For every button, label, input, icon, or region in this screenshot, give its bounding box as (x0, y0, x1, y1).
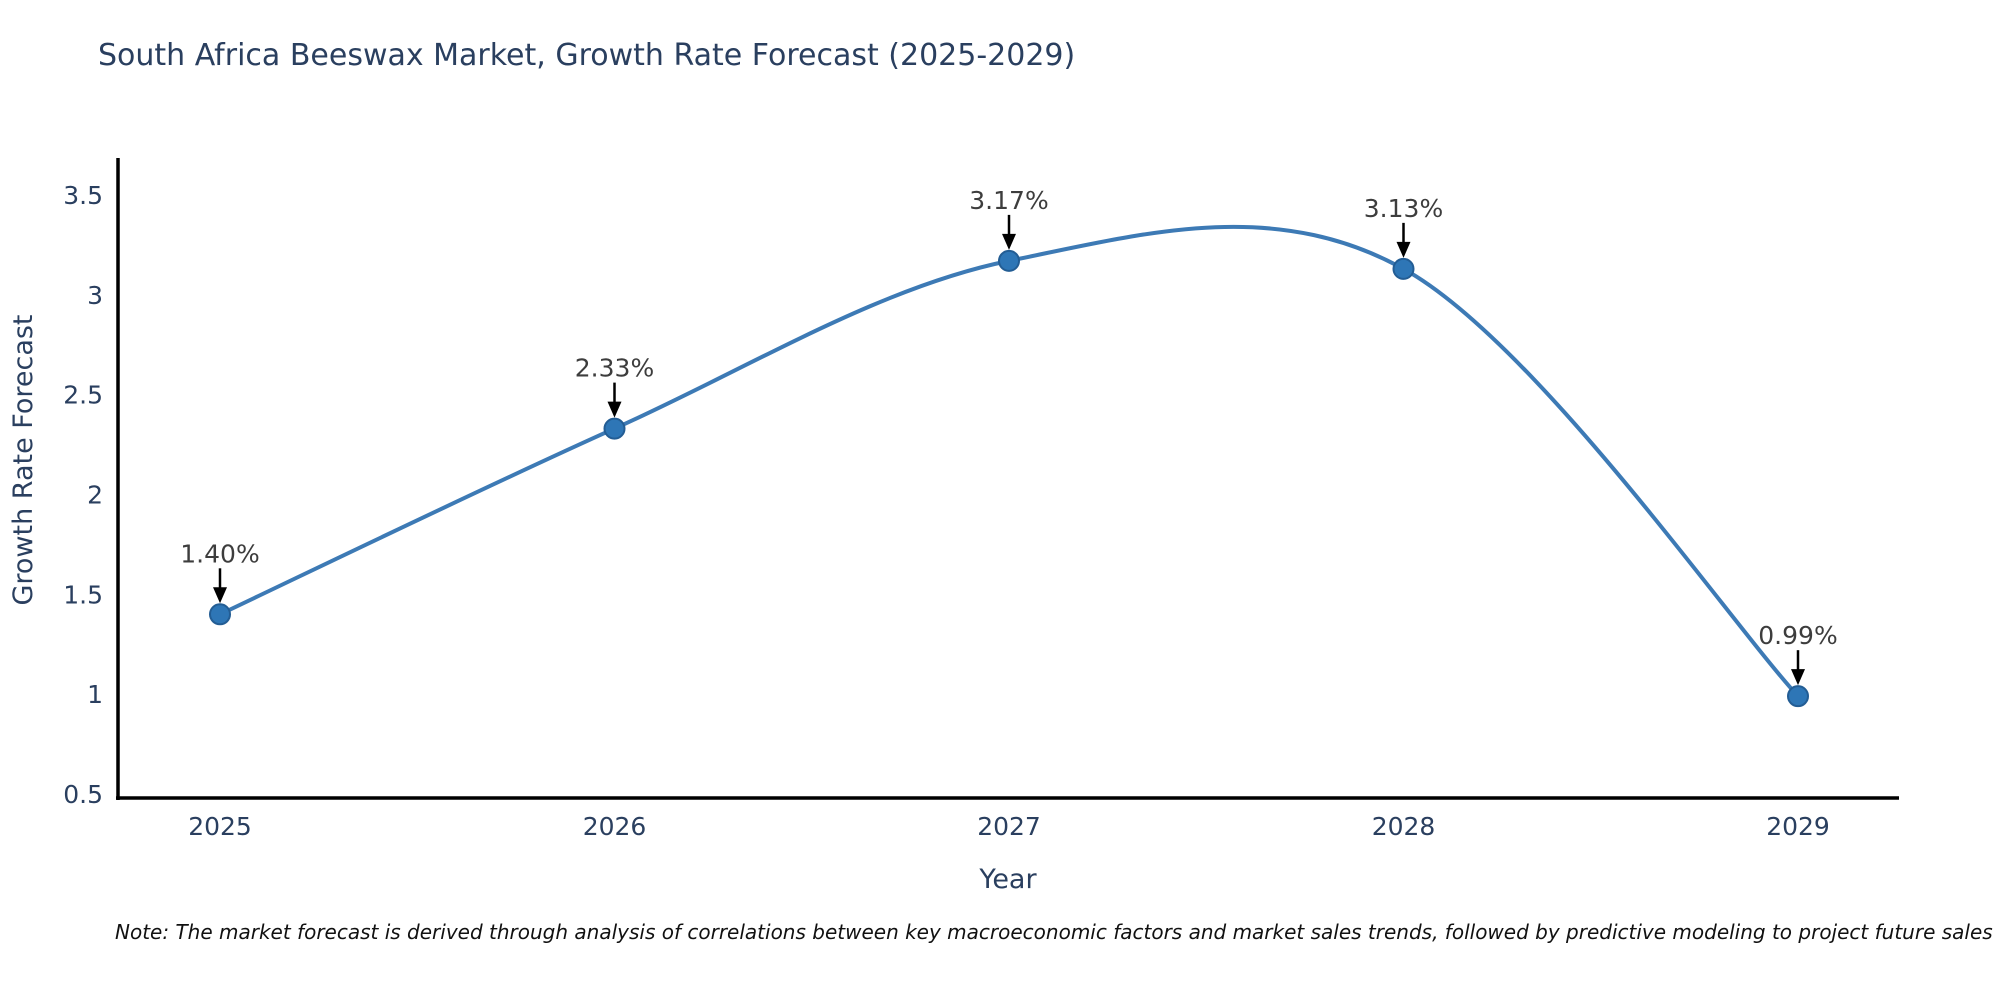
annotation-label: 0.99% (1758, 621, 1837, 650)
x-axis-title: Year (978, 864, 1037, 895)
annotation-label: 3.13% (1364, 194, 1443, 223)
data-point-marker-2029 (1787, 685, 1809, 708)
data-point-marker-2028 (1392, 257, 1415, 280)
annotation-arrow-head (1002, 233, 1016, 250)
x-tick-label: 2026 (583, 812, 647, 841)
annotation-arrow-head (213, 587, 227, 604)
data-point-marker-2025 (209, 603, 231, 626)
chart-title: South Africa Beeswax Market, Growth Rate… (98, 38, 1076, 73)
series-line (218, 224, 1800, 699)
annotation-arrow-head (607, 401, 622, 418)
axes-layer: 0.5 1 1.5 2 2.5 3 3.5 2025 2026 2027 2028 2029 (63, 158, 1899, 841)
y-tick-label: 2 (87, 480, 103, 509)
annotation-label: 3.17% (969, 186, 1048, 215)
data-point-marker-2026 (603, 417, 626, 440)
annotation-layer: 1.40% 2.33% 3.17% 3.13% 0.99% (180, 186, 1838, 686)
x-tick-label: 2028 (1372, 812, 1436, 841)
y-tick-label: 1 (87, 680, 103, 709)
x-tick-label: 2025 (188, 812, 252, 841)
annotation-label: 1.40% (180, 539, 259, 568)
annotation-arrow-head (1791, 669, 1805, 686)
y-axis-title: Growth Rate Forecast (8, 314, 39, 605)
footnote: Note: The market forecast is derived thr… (115, 920, 1993, 944)
annotation-arrow-head (1396, 241, 1411, 258)
data-point-marker-2027 (998, 249, 1020, 272)
series-layer (209, 224, 1809, 708)
x-tick-label: 2027 (977, 812, 1041, 841)
y-tick-label: 3.5 (63, 181, 103, 210)
y-tick-label: 0.5 (63, 780, 103, 809)
y-tick-label: 1.5 (63, 580, 103, 609)
annotation-label: 2.33% (575, 354, 654, 383)
x-tick-label: 2029 (1766, 812, 1830, 841)
y-tick-label: 3 (87, 281, 103, 310)
y-tick-label: 2.5 (63, 381, 103, 410)
